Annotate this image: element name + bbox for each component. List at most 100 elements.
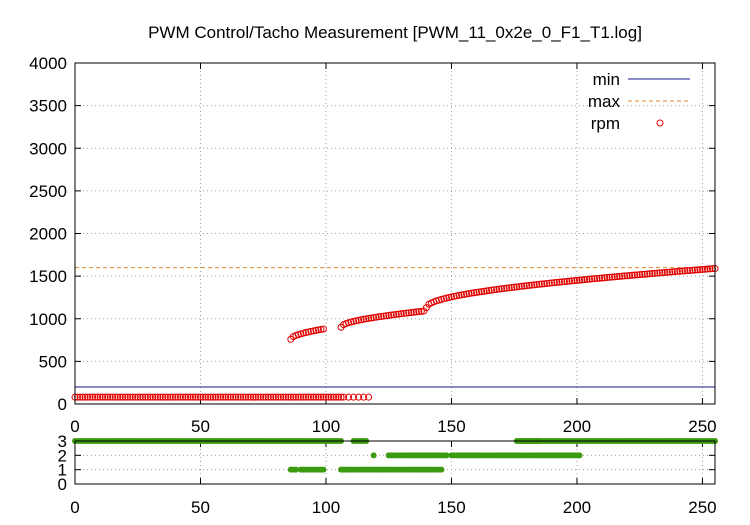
top-data-point [447,293,455,301]
top-data-point [146,393,154,401]
top-data-point [548,279,556,287]
top-data-point [573,276,581,284]
top-data-point [392,310,400,318]
top-data-point [478,288,486,296]
bottom-y-tick-label: 2 [58,446,67,465]
top-data-point [254,393,262,401]
top-data-point [370,314,378,322]
top-data-point [382,312,390,320]
top-data-point [101,393,109,401]
top-data-point [402,309,410,317]
legend-label-min: min [593,70,620,89]
top-data-point [199,393,207,401]
top-data-point [222,393,230,401]
legend-label-max: max [588,92,621,111]
top-data-point [611,273,619,281]
top-data-point [111,393,119,401]
top-data-point [668,268,676,276]
top-data-point [350,393,358,401]
top-data-point [565,277,573,285]
top-data-point [129,393,137,401]
top-data-point [259,393,267,401]
top-data-point [202,393,210,401]
top-data-point [693,266,701,274]
top-data-point [242,393,250,401]
top-data-point [181,393,189,401]
top-data-point [232,393,240,401]
top-y-tick-label: 3000 [29,139,67,158]
top-data-point [656,269,664,277]
top-data-point [703,265,711,273]
chart-title: PWM Control/Tacho Measurement [PWM_11_0x… [148,23,642,42]
top-data-point [309,393,317,401]
top-data-point [237,393,245,401]
top-data-point [324,393,332,401]
top-data-point [671,268,679,276]
top-data-point [176,393,184,401]
top-data-point [116,393,124,401]
top-data-point [535,280,543,288]
top-data-point [387,311,395,319]
top-x-tick-label: 250 [688,417,716,436]
top-data-point [304,328,312,336]
top-data-point [570,277,578,285]
top-data-point [149,393,157,401]
bottom-x-tick-label: 100 [312,498,340,517]
top-data-point [159,393,167,401]
top-data-point [445,293,453,301]
top-data-point [400,309,408,317]
top-data-point [540,280,548,288]
top-data-point [495,285,503,293]
top-data-point [94,393,102,401]
top-data-point [390,311,398,319]
top-data-point [194,393,202,401]
top-data-point [631,271,639,279]
top-data-point [678,267,686,275]
top-data-point [189,393,197,401]
top-data-point [141,393,149,401]
top-plot-points [71,264,719,401]
top-data-point [417,307,425,315]
top-data-point [628,271,636,279]
top-data-point [299,393,307,401]
top-data-point [272,393,280,401]
bottom-y-tick-label: 0 [58,475,67,494]
top-data-point [653,269,661,277]
top-data-point [410,308,418,316]
top-data-point [340,393,348,401]
top-data-point [96,393,104,401]
bottom-plot-grid [75,441,715,484]
top-data-point [588,275,596,283]
top-data-point [510,283,518,291]
top-data-point [663,268,671,276]
top-data-point [538,280,546,288]
top-data-point [332,393,340,401]
bottom-plot-frame [74,440,716,485]
bottom-data-point [370,452,377,459]
top-data-point [327,393,335,401]
top-y-tick-label: 500 [39,352,67,371]
top-data-point [191,393,199,401]
top-data-point [578,276,586,284]
top-data-point [330,393,338,401]
bottom-x-tick-label: 250 [688,498,716,517]
top-data-point [126,393,134,401]
top-data-point [626,271,634,279]
top-data-point [688,266,696,274]
top-data-point [666,268,674,276]
top-data-point [545,279,553,287]
bottom-data-point [320,466,327,473]
top-data-point [621,272,629,280]
top-data-point [169,393,177,401]
top-data-point [139,393,147,401]
top-data-point [583,275,591,283]
top-data-point [407,309,415,317]
top-data-point [279,393,287,401]
top-data-point [648,270,656,278]
top-data-point [257,393,265,401]
top-data-point [314,393,322,401]
top-data-point [287,393,295,401]
top-data-point [503,284,511,292]
top-data-point [234,393,242,401]
